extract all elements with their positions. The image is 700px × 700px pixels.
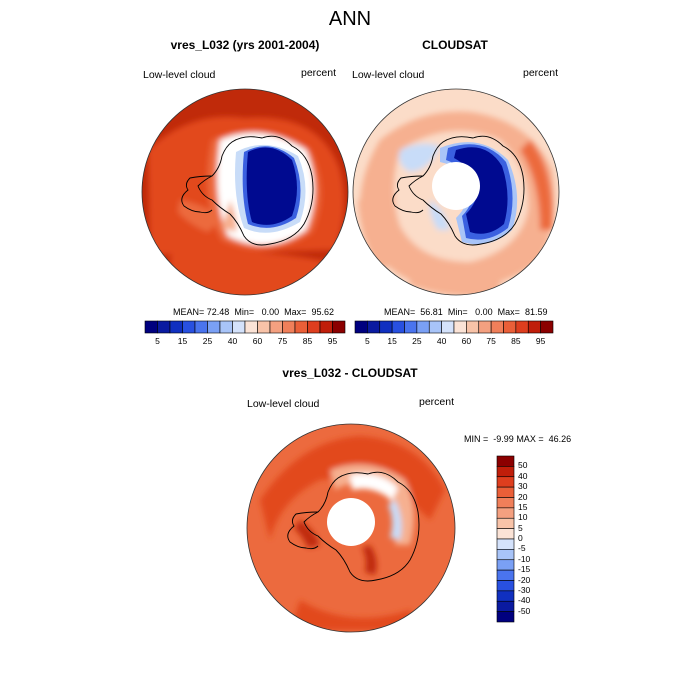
colorbar-swatch	[496, 476, 515, 488]
colorbar-swatch	[453, 320, 467, 334]
colorbar-tick-label: 15	[518, 501, 528, 512]
colorbar-tick-label: 75	[486, 336, 496, 346]
colorbar-cloudsat	[354, 320, 554, 334]
colorbar-swatch	[194, 320, 208, 334]
colorbar-swatch	[207, 320, 221, 334]
colorbar-swatch	[496, 497, 515, 509]
colorbar-swatch	[282, 320, 296, 334]
colorbar-tick-label: 60	[461, 336, 472, 346]
colorbar-tick-label: 5	[365, 336, 370, 346]
colorbar-tick-label: -40	[518, 595, 531, 606]
units-label-difference: percent	[419, 396, 455, 408]
colorbar-tick-label: -30	[518, 584, 531, 595]
colorbar-swatch	[496, 455, 515, 467]
colorbar-swatch	[496, 559, 515, 571]
colorbar-swatch	[496, 466, 515, 478]
colorbar-tick-label: 5	[155, 336, 160, 346]
colorbar-tick-label: 40	[436, 336, 447, 346]
colorbar-swatch	[416, 320, 430, 334]
colorbar-swatch	[496, 611, 515, 623]
colorbar-swatch	[496, 569, 515, 581]
variable-label-cloudsat: Low-level cloud	[352, 69, 425, 81]
colorbar-tick-label: 85	[302, 336, 313, 346]
colorbar-swatch	[496, 517, 515, 529]
colorbar-swatch	[182, 320, 196, 334]
colorbar-tick-label: 15	[387, 336, 397, 346]
stats-difference: MIN = -9.99 MAX = 46.26	[464, 434, 572, 444]
colorbar-swatch	[428, 320, 442, 334]
variable-label-difference: Low-level cloud	[247, 398, 320, 410]
colorbar-tick-label: 30	[518, 481, 528, 492]
colorbar-tick-label: 40	[227, 336, 238, 346]
colorbar-tick-label: -20	[518, 574, 531, 585]
colorbar-swatch	[169, 320, 183, 334]
panel-title-difference: vres_L032 - CLOUDSAT	[282, 366, 418, 380]
colorbar-swatch	[257, 320, 271, 334]
colorbar-swatch	[144, 320, 158, 334]
colorbar-swatch	[319, 320, 333, 334]
colorbar-swatch	[232, 320, 246, 334]
units-label-cloudsat: percent	[523, 67, 559, 79]
colorbar-tick-label: -15	[518, 564, 531, 575]
colorbar-swatch	[503, 320, 517, 334]
colorbar-tick-label: 20	[518, 491, 528, 502]
colorbar-tick-label: 5	[518, 522, 523, 533]
colorbar-swatch	[527, 320, 541, 334]
colorbar-swatch	[496, 600, 515, 612]
colorbar-tick-label: 95	[535, 336, 546, 346]
stats-cloudsat: MEAN= 56.81 Min= 0.00 Max= 81.59	[384, 307, 548, 317]
colorbar-tick-label: 95	[327, 336, 338, 346]
colorbar-swatch	[307, 320, 321, 334]
colorbar-swatch	[496, 549, 515, 561]
colorbar-tick-label: 10	[518, 512, 528, 523]
colorbar-tick-label: 15	[177, 336, 188, 346]
colorbar-swatch	[379, 320, 393, 334]
stats-model: MEAN= 72.48 Min= 0.00 Max= 95.62	[173, 307, 334, 317]
colorbar-swatch	[441, 320, 455, 334]
colorbar-swatch	[391, 320, 405, 334]
colorbar-swatch	[496, 486, 515, 498]
colorbar-swatch	[496, 528, 515, 540]
colorbar-swatch	[496, 507, 515, 519]
colorbar-swatch	[404, 320, 418, 334]
colorbar-swatch	[244, 320, 258, 334]
colorbar-swatch	[490, 320, 504, 334]
map-difference	[246, 423, 456, 633]
colorbar-tick-label: 85	[511, 336, 521, 346]
colorbar-swatch	[367, 320, 381, 334]
colorbar-swatch	[540, 320, 554, 334]
colorbar-tick-label: 75	[277, 336, 288, 346]
variable-label-model: Low-level cloud	[143, 69, 216, 81]
colorbar-swatch	[294, 320, 308, 334]
colorbar-difference	[496, 455, 515, 623]
colorbar-tick-label: 0	[518, 533, 523, 543]
colorbar-tick-label: 60	[252, 336, 263, 346]
colorbar-tick-label: 40	[518, 470, 528, 481]
colorbar-tick-label: 25	[202, 336, 213, 346]
panel-title-cloudsat: CLOUDSAT	[422, 38, 488, 52]
map-model	[141, 88, 349, 296]
colorbar-swatch	[496, 590, 515, 602]
colorbar-tick-label: 25	[412, 336, 422, 346]
panel-title-model: vres_L032 (yrs 2001-2004)	[170, 38, 320, 52]
colorbar-swatch	[496, 580, 515, 592]
colorbar-swatch	[157, 320, 171, 334]
colorbar-tick-label: -5	[518, 543, 526, 554]
colorbar-tick-label: 50	[518, 460, 528, 471]
figure-title: ANN	[328, 8, 372, 30]
map-cloudsat	[352, 88, 560, 296]
colorbar-tick-label: -10	[518, 553, 531, 564]
colorbar-swatch	[354, 320, 368, 334]
colorbar-swatch	[496, 538, 515, 550]
colorbar-swatch	[269, 320, 283, 334]
colorbar-swatch	[478, 320, 492, 334]
colorbar-swatch	[515, 320, 529, 334]
colorbar-swatch	[219, 320, 233, 334]
units-label-model: percent	[301, 67, 337, 79]
colorbar-swatch	[332, 320, 346, 334]
colorbar-swatch	[466, 320, 480, 334]
colorbar-tick-label: -50	[518, 605, 531, 616]
colorbar-model	[144, 320, 346, 334]
